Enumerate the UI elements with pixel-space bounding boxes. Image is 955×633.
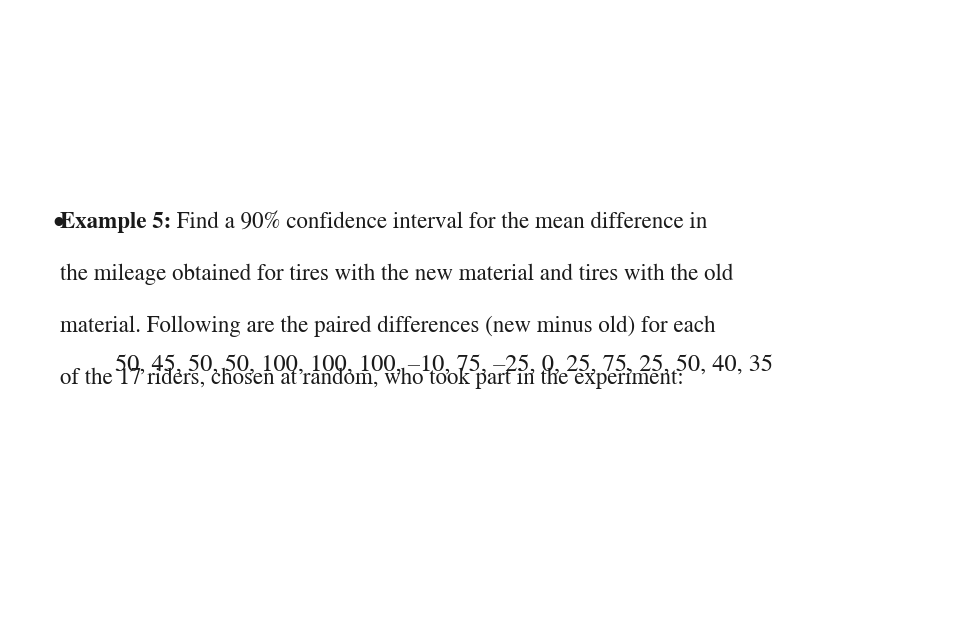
Text: Find a 90% confidence interval for the mean difference in: Find a 90% confidence interval for the m… — [171, 211, 708, 233]
Text: the mileage obtained for tires with the new material and tires with the old: the mileage obtained for tires with the … — [60, 263, 733, 285]
Text: Example 5:: Example 5: — [60, 212, 171, 233]
Text: •: • — [52, 211, 64, 233]
Text: material. Following are the paired differences (new minus old) for each: material. Following are the paired diffe… — [60, 316, 715, 337]
Text: 50, 45, 50, 50, 100, 100, 100, –10, 75, –25, 0, 25, 75, 25, 50, 40, 35: 50, 45, 50, 50, 100, 100, 100, –10, 75, … — [115, 354, 773, 376]
Text: of the 17 riders, chosen at random, who took part in the experiment:: of the 17 riders, chosen at random, who … — [60, 368, 684, 389]
